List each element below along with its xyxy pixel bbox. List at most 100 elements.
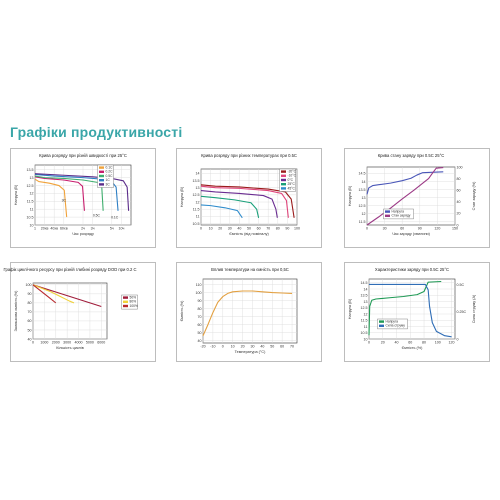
x-tick-label: 1000: [40, 341, 48, 345]
annotation-label: 3C: [62, 198, 67, 202]
legend-label: 80%: [130, 300, 137, 304]
x-tick-label: 0: [32, 341, 34, 345]
y-tick-label: 13.5: [193, 179, 200, 183]
y-tick-label: 12.5: [193, 193, 200, 197]
chart-discharge-temperature-svg: Крива розряду при різних температурах пр…: [180, 153, 300, 236]
legend-swatch: [99, 183, 104, 186]
series-line-5: [200, 204, 243, 219]
x-tick-label: 3ч: [91, 227, 95, 231]
legend-swatch: [99, 170, 104, 173]
y-tick-label: 12.5: [27, 184, 34, 188]
legend-swatch: [385, 214, 390, 217]
x-tick-label: 5000: [86, 341, 94, 345]
x-tick-label: 40: [395, 341, 399, 345]
x-tick-label: 20: [241, 345, 245, 349]
x-tick-label: 5ч: [110, 227, 114, 231]
x-tick-label: 2000: [52, 341, 60, 345]
x-tick-label: 100: [294, 227, 300, 231]
y-tick-label: 11.5: [193, 208, 200, 212]
x-axis-label: Час заряду (хвилини): [392, 232, 431, 236]
y-tick-label: 13.5: [361, 294, 368, 298]
legend-swatch: [99, 166, 104, 169]
legend-label: -20°C: [288, 170, 297, 174]
plot-area: [32, 282, 108, 340]
y-axis-label: Залишкова ємність (%): [14, 290, 18, 332]
x-tick-label: 150: [452, 227, 458, 231]
x-tick-label: 0: [366, 227, 368, 231]
legend-label: 25°C: [288, 182, 296, 186]
x-tick-label: 10: [209, 227, 213, 231]
x-tick-label: 60: [280, 345, 284, 349]
legend-label: Напруга: [386, 320, 399, 324]
x-axis-label: Ємність (від номіналу): [229, 232, 269, 236]
y-tick-label: 12.5: [359, 204, 366, 208]
series-line-1: [34, 178, 68, 218]
x-tick-label: 20: [218, 227, 222, 231]
y-tick-label: 13.5: [359, 188, 366, 192]
x-tick-label: 10ч: [118, 227, 124, 231]
chart-discharge-temperature: Крива розряду при різних температурах пр…: [176, 148, 322, 248]
legend-label: 0.1C: [106, 166, 114, 170]
y-tick-label: 13: [364, 300, 368, 304]
y-tick-label: 100: [196, 291, 202, 295]
x-tick-label: 20: [381, 341, 385, 345]
y-tick-label: 80: [198, 307, 202, 311]
y-tick-label: 13: [30, 176, 34, 180]
legend-swatch: [379, 324, 384, 327]
y-tick-label: 12: [196, 200, 200, 204]
legend-label: 1C: [106, 178, 111, 182]
chart-discharge-rate-svg: Крива розряду при різній швидкості при 2…: [14, 153, 132, 236]
legend-label: 0.5C: [106, 174, 114, 178]
y-tick-label: 70: [28, 310, 32, 314]
y-tick-label: 13: [196, 186, 200, 190]
y-tick-label: 12: [30, 192, 34, 196]
y-axis-label: Напруга (В): [348, 185, 352, 206]
x-tick-label: 80: [422, 341, 426, 345]
y-tick-label: 14: [362, 180, 366, 184]
x-tick-label: 20хв: [41, 227, 49, 231]
series-line-1: [32, 284, 102, 308]
x-tick-label: 60: [400, 227, 404, 231]
y-tick-label: 40: [198, 339, 202, 343]
legend-swatch: [123, 300, 128, 303]
legend-swatch: [281, 170, 286, 173]
legend-swatch: [281, 174, 286, 177]
series-line-1: [366, 171, 444, 195]
y-tick-label: 11: [196, 215, 200, 219]
y-tick-label: 14.5: [361, 281, 368, 285]
x-tick-label: 3000: [63, 341, 71, 345]
annotation-label: 0.1C: [111, 216, 119, 220]
legend-label: Напруга: [392, 210, 405, 214]
series-line-2: [32, 284, 75, 304]
y-tick-label: 14: [364, 287, 368, 291]
x-axis-label: Ємність (%): [402, 346, 424, 350]
legend-label: 50%: [130, 296, 137, 300]
y-tick-label: 11.5: [27, 200, 34, 204]
x-tick-label: 2ч: [81, 227, 85, 231]
chart-temperature-capacity-svg: Вплив температури на ємність при 0,5С 40 5…: [180, 267, 298, 354]
y2-tick-label: 0.25C: [457, 310, 467, 314]
x-tick-label: 40: [237, 227, 241, 231]
x-tick-label: 70: [290, 345, 294, 349]
x-tick-label: 0: [200, 227, 202, 231]
y-tick-label: 10.5: [193, 222, 200, 226]
y2-axis-label: Сила струму (А): [472, 294, 476, 323]
y-tick-label: 10.5: [27, 215, 34, 219]
x-tick-label: 60: [257, 227, 261, 231]
y2-tick-label: 60: [457, 189, 461, 193]
y-axis-label: Напруга (В): [14, 184, 18, 205]
legend-label: 3C: [106, 182, 111, 186]
series-line-1: [202, 290, 293, 337]
y-tick-label: 90: [28, 292, 32, 296]
y-tick-label: 12: [362, 212, 366, 216]
y2-axis-label: Стан заряду (%): [472, 181, 476, 210]
x-tick-label: 30: [228, 227, 232, 231]
x-axis-label: Час розряду: [72, 232, 94, 236]
legend-label: -10°C: [288, 174, 297, 178]
legend-label: 0.2C: [106, 170, 114, 174]
chart-title: Крива стану заряду при 0.5C 25°C: [378, 153, 445, 158]
series-line-3: [200, 189, 278, 218]
chart-temperature-capacity: Вплив температури на ємність при 0,5С 40 5…: [176, 262, 322, 362]
series-line-3: [32, 284, 57, 304]
y2-tick-label: 0: [457, 223, 459, 227]
